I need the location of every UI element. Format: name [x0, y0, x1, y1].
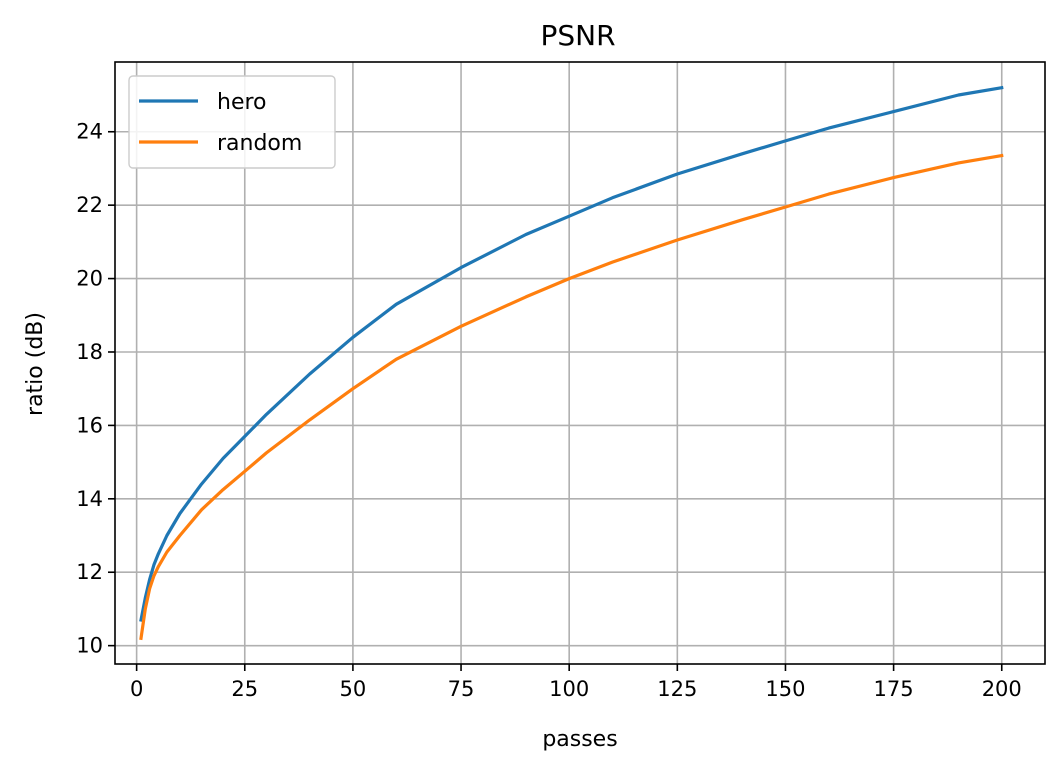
series-line-random	[139, 153, 1004, 641]
x-axis-label: passes	[542, 727, 617, 752]
y-tick-label: 10	[76, 634, 103, 658]
legend: hero random	[128, 75, 336, 169]
x-tick-label: 100	[549, 677, 589, 701]
y-axis-label: ratio (dB)	[23, 312, 48, 416]
y-tick-label: 22	[76, 193, 103, 217]
grid-lines	[115, 62, 1045, 664]
y-tick-label: 16	[76, 413, 103, 437]
x-tick-label: 125	[657, 677, 697, 701]
legend-label-hero: hero	[217, 90, 267, 115]
legend-box	[128, 75, 336, 169]
legend-label-random: random	[217, 131, 302, 156]
y-tick-label: 20	[76, 267, 103, 291]
plot-frame	[114, 61, 1046, 665]
y-tick-label: 24	[76, 120, 103, 144]
x-tick-label: 75	[448, 677, 475, 701]
x-tick-label: 25	[231, 677, 258, 701]
chart-title: PSNR	[540, 19, 615, 52]
y-tick-label: 12	[76, 560, 103, 584]
series-line-hero	[139, 85, 1004, 622]
y-axis-ticks: 10 12 14 16 18 20 22 24	[76, 120, 115, 658]
x-tick-label: 150	[765, 677, 805, 701]
y-tick-label: 14	[76, 487, 103, 511]
x-tick-label: 200	[982, 677, 1022, 701]
x-axis-ticks: 0 25 50 75 100 125 150 175 200	[130, 664, 1022, 701]
x-tick-label: 175	[874, 677, 914, 701]
series-lines	[139, 85, 1004, 641]
x-tick-label: 50	[340, 677, 367, 701]
x-tick-label: 0	[130, 677, 143, 701]
y-tick-label: 18	[76, 340, 103, 364]
